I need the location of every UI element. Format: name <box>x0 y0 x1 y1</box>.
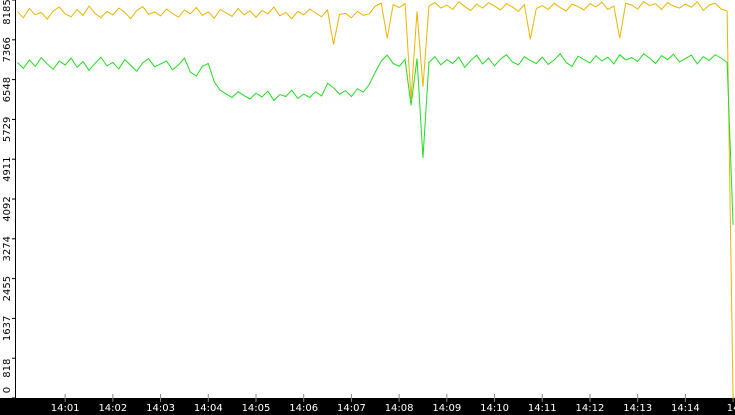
y-tick-label: 0 <box>2 387 13 393</box>
x-tick-label: 14:14 <box>671 403 700 414</box>
y-tick-label: 6548 <box>2 77 13 102</box>
x-tick-label: 14:07 <box>337 403 366 414</box>
x-tick-label: 14 <box>727 403 735 414</box>
x-tick-label: 14:05 <box>242 403 271 414</box>
x-tick-label: 14:09 <box>432 403 461 414</box>
y-tick-label: 4911 <box>2 156 13 181</box>
x-tick-label: 14:10 <box>480 403 509 414</box>
series-line <box>17 0 734 399</box>
x-tick-label: 14:02 <box>98 403 127 414</box>
y-tick-label: 1637 <box>2 316 13 341</box>
x-tick-label: 14:04 <box>194 403 223 414</box>
y-tick-label: 7366 <box>2 37 13 62</box>
series-line <box>17 52 734 225</box>
x-tick-label: 14:13 <box>623 403 652 414</box>
x-tick-label: 14:12 <box>576 403 605 414</box>
y-tick-label: 4092 <box>2 196 13 221</box>
x-tick-label: 14:01 <box>51 403 80 414</box>
y-tick-label: 818 <box>2 359 13 378</box>
x-tick-label: 14:08 <box>385 403 414 414</box>
y-tick-label: 5729 <box>2 117 13 142</box>
x-tick-label: 14:06 <box>289 403 318 414</box>
x-tick-label: 14:03 <box>146 403 175 414</box>
y-tick-label: 2455 <box>2 276 13 301</box>
x-axis-band <box>0 398 735 415</box>
y-tick-label: 3274 <box>2 236 13 261</box>
x-tick-label: 14:11 <box>528 403 557 414</box>
y-tick-label: 8185 <box>2 0 13 25</box>
